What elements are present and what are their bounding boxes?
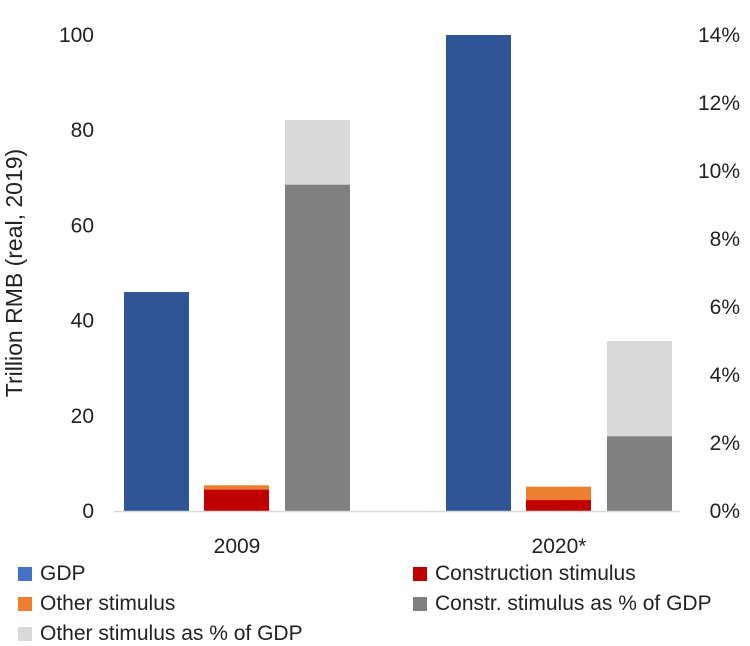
legend-label-other-pct: Other stimulus as % of GDP — [40, 622, 303, 645]
legend-swatch-construction-stimulus — [413, 567, 427, 581]
y-tick-label: 20 — [71, 405, 94, 428]
legend-item-construction-stimulus: Construction stimulus — [413, 562, 636, 586]
bar-chart: 0 20 40 60 80 100 0% 2% 4% 6% 8% 10% 12% 14% Trillion … — [1, 24, 740, 558]
y2-tick-label: 12% — [698, 92, 740, 115]
legend-item-constr-pct: Constr. stimulus as % of GDP — [413, 592, 712, 616]
y-axis-title: Trillion RMB (real, 2019) — [1, 149, 27, 397]
legend-swatch-gdp — [18, 567, 32, 581]
legend-swatch-constr-pct — [413, 597, 427, 611]
bar-other-stimulus-pct — [607, 341, 672, 437]
y2-tick-label: 0% — [710, 500, 740, 523]
legend-label-other-stimulus: Other stimulus — [40, 592, 176, 615]
bar-constr-stimulus-pct — [285, 184, 350, 511]
y2-tick-label: 2% — [710, 432, 740, 455]
bar-gdp — [446, 35, 511, 511]
legend-label-gdp: GDP — [40, 562, 86, 585]
y-tick-label: 100 — [59, 24, 94, 47]
x-tick-label: 2009 — [214, 535, 261, 558]
y-tick-label: 80 — [71, 119, 94, 142]
x-tick-label: 2020* — [532, 535, 587, 558]
bar-other-stimulus — [204, 485, 269, 490]
y2-tick-label: 10% — [698, 160, 740, 183]
y2-tick-label: 14% — [698, 24, 740, 47]
legend-item-other-stimulus: Other stimulus — [18, 592, 175, 616]
bar-constr-stimulus-pct — [607, 436, 672, 511]
legend-label-constr-pct: Constr. stimulus as % of GDP — [435, 592, 712, 615]
legend-item-gdp: GDP — [18, 562, 86, 586]
y2-tick-label: 4% — [710, 364, 740, 387]
y-tick-label: 60 — [71, 214, 94, 237]
legend-item-other-pct: Other stimulus as % of GDP — [18, 622, 303, 646]
y2-tick-label: 6% — [710, 296, 740, 319]
legend-label-construction-stimulus: Construction stimulus — [435, 562, 636, 585]
y-tick-label: 0 — [82, 500, 94, 523]
bar-construction-stimulus — [204, 489, 269, 511]
y2-tick-label: 8% — [710, 228, 740, 251]
bar-construction-stimulus — [526, 500, 591, 511]
legend-swatch-other-stimulus — [18, 597, 32, 611]
bar-other-stimulus-pct — [285, 120, 350, 185]
legend: GDP Construction stimulus Other stimulus… — [0, 558, 750, 646]
y-tick-label: 40 — [71, 310, 94, 333]
legend-swatch-other-pct — [18, 627, 32, 641]
bar-other-stimulus — [526, 486, 591, 501]
bar-gdp — [124, 292, 189, 511]
